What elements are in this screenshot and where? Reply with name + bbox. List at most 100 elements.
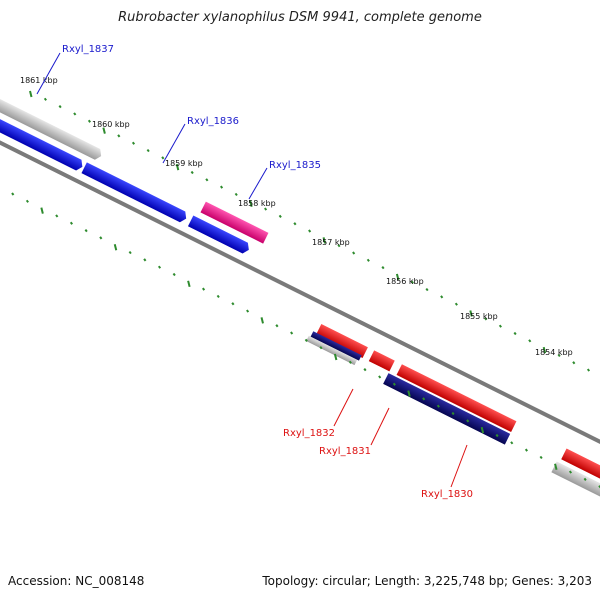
scale-tick-minor (55, 214, 59, 218)
outer-strand (0, 90, 269, 256)
scale-tick-minor (308, 229, 312, 233)
scale-ticks-outer (29, 90, 591, 372)
scale-tick-minor (205, 178, 209, 182)
scale-tick-minor (572, 361, 576, 365)
scale-tick-minor (216, 294, 220, 299)
leader-line-1835 (248, 167, 268, 200)
scale-tick-minor (131, 141, 136, 145)
scale-tick-minor (498, 324, 502, 328)
topology-text: Topology: circular; Length: 3,225,748 bp… (262, 574, 592, 588)
gene-label[interactable]: Rxyl_1836 (187, 116, 239, 127)
scale-tick-minor (510, 441, 514, 445)
scale-tick-minor (583, 477, 587, 481)
gene-arrow-gray-top[interactable] (0, 90, 104, 161)
gene-arrow-gray-right[interactable] (551, 461, 600, 500)
genome-backbone (0, 123, 600, 449)
gene-arrow-red-1830[interactable] (396, 364, 517, 433)
scale-tick-major (187, 280, 191, 288)
scale-tick-minor (69, 221, 74, 225)
leader-line-1831 (370, 407, 390, 446)
gene-arrow-red-1832[interactable] (316, 324, 368, 358)
scale-tick-major (260, 317, 264, 324)
scale-tick-major (40, 207, 44, 214)
scale-tick-minor (440, 295, 444, 299)
scale-tick-minor (410, 280, 414, 284)
kbp-label: 1854 kbp (535, 348, 573, 357)
scale-tick-minor (381, 266, 385, 270)
gene-arrow-blue-1837[interactable] (0, 106, 85, 172)
leader-line-1832 (333, 388, 354, 427)
gene-arrow-blue-1836[interactable] (81, 162, 188, 224)
scale-tick-minor (539, 455, 543, 460)
gene-arrow-red-1831[interactable] (368, 350, 395, 372)
scale-tick-minor (264, 207, 268, 211)
scale-tick-minor (143, 258, 147, 262)
scale-tick-minor (513, 331, 517, 336)
gene-label-leaders (36, 52, 468, 488)
scale-tick-minor (495, 433, 499, 438)
scale-tick-minor (190, 170, 194, 175)
scale-tick-minor (422, 397, 426, 401)
scale-tick-minor (348, 360, 352, 364)
scale-tick-major (333, 353, 338, 361)
scale-tick-minor (58, 105, 62, 109)
leader-line-1830 (450, 444, 468, 488)
scale-tick-minor (290, 331, 294, 335)
scale-tick-major (480, 426, 485, 434)
genome-title: Rubrobacter xylanophilus DSM 9941, compl… (118, 10, 482, 25)
gene-arrow-gray-1832[interactable] (306, 335, 358, 366)
scale-tick-minor (220, 185, 224, 189)
scale-tick-minor (231, 302, 235, 306)
scale-tick-major (407, 390, 411, 397)
scale-tick-minor (528, 339, 532, 343)
scale-tick-major (175, 163, 180, 171)
gene-label[interactable]: Rxyl_1830 (421, 489, 473, 500)
scale-tick-minor (451, 411, 455, 416)
scale-tick-minor (454, 302, 458, 306)
scale-tick-major (542, 346, 547, 354)
scale-tick-minor (363, 368, 367, 372)
gene-arrow-blue-1835[interactable] (187, 215, 252, 256)
gene-label[interactable]: Rxyl_1831 (319, 446, 371, 457)
scale-tick-minor (234, 192, 238, 197)
gene-labels: Rxyl_1837 Rxyl_1836 Rxyl_1835 Rxyl_1832 … (62, 44, 473, 500)
kbp-labels: 1861 kbp 1860 kbp 1859 kbp 1858 kbp 1857… (20, 76, 573, 357)
scale-tick-minor (161, 156, 165, 160)
scale-tick-major (102, 127, 106, 134)
gene-arrow-red-right[interactable] (561, 448, 600, 485)
scale-tick-major (29, 90, 33, 98)
scale-tick-minor (43, 97, 47, 101)
scale-tick-minor (25, 199, 29, 203)
scale-tick-major (395, 273, 400, 281)
scale-tick-minor (319, 346, 323, 350)
scale-tick-major (469, 310, 473, 317)
scale-tick-minor (157, 265, 162, 269)
kbp-label: 1861 kbp (20, 76, 58, 85)
gene-arrow-navy-1830[interactable] (383, 373, 511, 445)
kbp-label: 1858 kbp (238, 199, 276, 208)
gene-arrow-navy-1831[interactable] (310, 331, 362, 361)
scale-tick-minor (99, 236, 103, 240)
scale-tick-minor (84, 228, 88, 233)
scale-tick-minor (87, 119, 92, 123)
scale-tick-minor (172, 272, 176, 277)
scale-tick-minor (11, 192, 15, 196)
scale-tick-major (249, 200, 253, 208)
gene-arrow-magenta[interactable] (200, 201, 269, 244)
scale-tick-minor (128, 250, 132, 255)
scale-tick-minor (275, 324, 279, 328)
scale-tick-major (113, 243, 118, 251)
kbp-label: 1857 kbp (312, 238, 350, 247)
gene-label[interactable]: Rxyl_1832 (283, 428, 335, 439)
kbp-label: 1859 kbp (165, 159, 203, 168)
scale-tick-minor (278, 214, 282, 218)
scale-tick-minor (568, 470, 573, 474)
leader-line-1837 (36, 52, 61, 95)
scale-tick-minor (352, 251, 356, 255)
scale-tick-minor (466, 419, 470, 423)
gene-label[interactable]: Rxyl_1835 (269, 160, 321, 171)
accession-text: Accession: NC_008148 (8, 574, 145, 588)
scale-tick-minor (337, 244, 341, 248)
gene-label[interactable]: Rxyl_1837 (62, 44, 114, 55)
